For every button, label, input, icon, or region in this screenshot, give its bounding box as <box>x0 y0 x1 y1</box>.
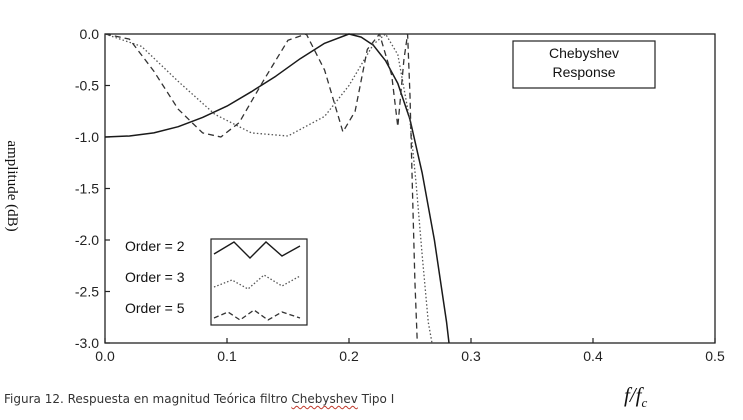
x-tick-label: 0.3 <box>461 348 481 364</box>
legend-label-order-2: Order = 2 <box>125 238 185 254</box>
x-tick-label: 0.1 <box>217 348 237 364</box>
x-tick-label: 0.5 <box>705 348 725 364</box>
legend-swatch-box <box>210 238 308 326</box>
x-axis: 0.0 0.1 0.2 0.3 0.4 0.5 <box>95 338 725 364</box>
x-tick-label: 0.4 <box>583 348 603 364</box>
caption-prefix: Figura 12. Respuesta en magnitud Teórica… <box>4 392 292 406</box>
series-layer <box>104 33 450 344</box>
x-axis-unit-label: f/fc <box>624 383 648 411</box>
y-tick-label: 0.0 <box>80 26 100 42</box>
caption-underlined-word: Chebyshev <box>291 392 358 406</box>
annotation-line-1: Chebyshev <box>549 45 619 61</box>
y-axis: 0.0 -0.5 -1.0 -1.5 -2.0 -2.5 -3.0 <box>75 26 110 351</box>
series-line-order-2 <box>104 33 450 344</box>
legend-label-order-5: Order = 5 <box>125 300 185 316</box>
figure-caption: Figura 12. Respuesta en magnitud Teórica… <box>4 392 394 406</box>
y-tick-label: -2.0 <box>75 232 99 248</box>
y-tick-label: -1.0 <box>75 129 99 145</box>
caption-suffix: Tipo I <box>357 392 395 406</box>
x-tick-label: 0.2 <box>339 348 359 364</box>
legend-swatch-order-2 <box>213 241 301 259</box>
y-tick-label: -0.5 <box>75 78 99 94</box>
annotation-line-2: Response <box>552 64 615 80</box>
annotation-box: Chebyshev Response <box>512 40 656 89</box>
y-tick-label: -2.5 <box>75 284 99 300</box>
series-line-order-5 <box>104 33 418 344</box>
x-tick-label: 0.0 <box>95 348 115 364</box>
legend-label-order-3: Order = 3 <box>125 269 185 285</box>
legend: Order = 2 Order = 3 Order = 5 <box>125 238 308 326</box>
y-tick-label: -1.5 <box>75 181 99 197</box>
y-axis-label: amplitude (dB) <box>4 140 20 231</box>
y-tick-label: -3.0 <box>75 335 99 351</box>
legend-swatch-order-5 <box>213 309 301 321</box>
